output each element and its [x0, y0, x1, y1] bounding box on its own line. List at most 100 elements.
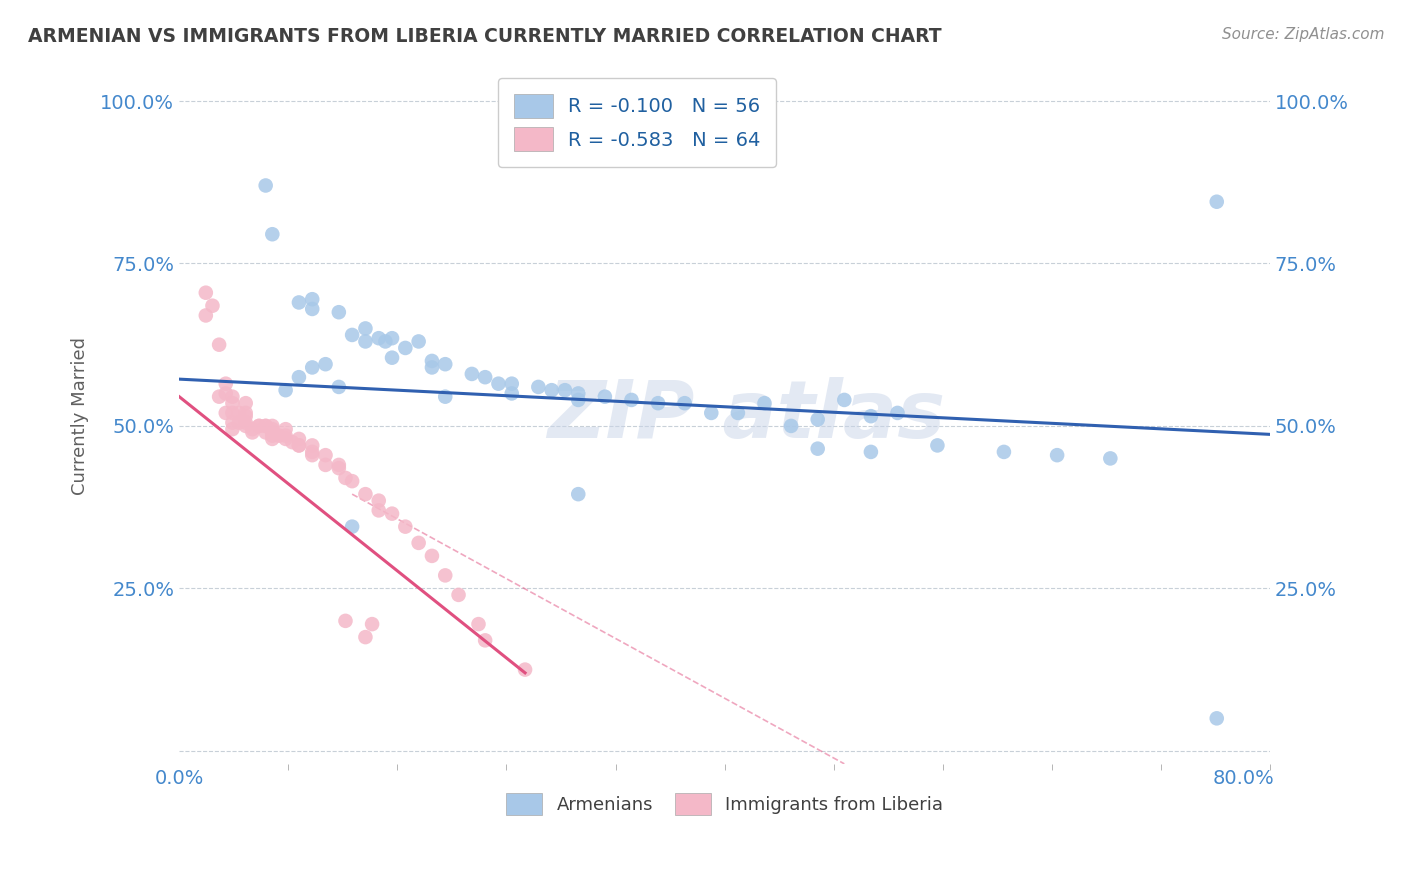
Point [673, 396, 696, 410]
Point [208, 390, 231, 404]
Point [374, 334, 396, 349]
Point [1205, 194, 1227, 209]
Point [194, 285, 217, 300]
Point [420, 549, 443, 563]
Point [340, 474, 363, 488]
Point [1205, 711, 1227, 725]
Point [754, 396, 776, 410]
Point [254, 178, 277, 193]
Point [620, 392, 643, 407]
Point [886, 406, 908, 420]
Point [647, 396, 669, 410]
Point [567, 487, 589, 501]
Point [228, 406, 250, 420]
Point [700, 406, 723, 420]
Point [235, 418, 257, 433]
Point [501, 386, 523, 401]
Point [467, 617, 489, 632]
Point [262, 432, 284, 446]
Point [434, 568, 457, 582]
Point [434, 357, 457, 371]
Point [194, 309, 217, 323]
Point [228, 416, 250, 430]
Point [408, 334, 430, 349]
Point [215, 376, 238, 391]
Point [859, 445, 882, 459]
Point [567, 392, 589, 407]
Point [301, 301, 323, 316]
Point [361, 617, 384, 632]
Point [1099, 451, 1122, 466]
Point [235, 406, 257, 420]
Point [927, 438, 949, 452]
Text: ARMENIAN VS IMMIGRANTS FROM LIBERIA CURRENTLY MARRIED CORRELATION CHART: ARMENIAN VS IMMIGRANTS FROM LIBERIA CURR… [28, 27, 942, 45]
Point [354, 334, 377, 349]
Point [247, 418, 270, 433]
Point [221, 416, 243, 430]
Point [301, 360, 323, 375]
Point [274, 422, 297, 436]
Point [807, 442, 830, 456]
Point [281, 435, 304, 450]
Point [328, 380, 350, 394]
Point [807, 412, 830, 426]
Point [354, 487, 377, 501]
Point [335, 614, 357, 628]
Point [315, 357, 337, 371]
Point [540, 383, 562, 397]
Point [274, 432, 297, 446]
Point [408, 536, 430, 550]
Point [354, 630, 377, 644]
Point [274, 383, 297, 397]
Point [513, 663, 536, 677]
Text: ZIP atlas: ZIP atlas [547, 377, 945, 455]
Point [301, 292, 323, 306]
Point [993, 445, 1015, 459]
Point [221, 422, 243, 436]
Point [208, 337, 231, 351]
Point [780, 418, 803, 433]
Point [301, 448, 323, 462]
Point [288, 438, 311, 452]
Point [527, 380, 550, 394]
Point [235, 409, 257, 424]
Point [301, 445, 323, 459]
Point [274, 428, 297, 442]
Point [262, 428, 284, 442]
Point [420, 354, 443, 368]
Point [381, 331, 404, 345]
Point [461, 367, 484, 381]
Point [240, 422, 263, 436]
Point [288, 432, 311, 446]
Point [381, 507, 404, 521]
Y-axis label: Currently Married: Currently Married [72, 337, 89, 495]
Point [328, 458, 350, 472]
Point [235, 416, 257, 430]
Legend: Armenians, Immigrants from Liberia: Armenians, Immigrants from Liberia [496, 784, 952, 824]
Point [262, 227, 284, 242]
Point [201, 299, 224, 313]
Point [221, 390, 243, 404]
Point [240, 425, 263, 440]
Point [434, 390, 457, 404]
Point [832, 392, 855, 407]
Point [221, 396, 243, 410]
Point [221, 406, 243, 420]
Point [247, 418, 270, 433]
Point [554, 383, 576, 397]
Point [301, 438, 323, 452]
Point [315, 448, 337, 462]
Point [254, 425, 277, 440]
Point [328, 461, 350, 475]
Point [262, 425, 284, 440]
Point [267, 428, 290, 442]
Point [1046, 448, 1069, 462]
Point [501, 376, 523, 391]
Point [488, 376, 510, 391]
Point [254, 418, 277, 433]
Point [420, 360, 443, 375]
Point [254, 418, 277, 433]
Point [447, 588, 470, 602]
Point [340, 519, 363, 533]
Point [367, 503, 389, 517]
